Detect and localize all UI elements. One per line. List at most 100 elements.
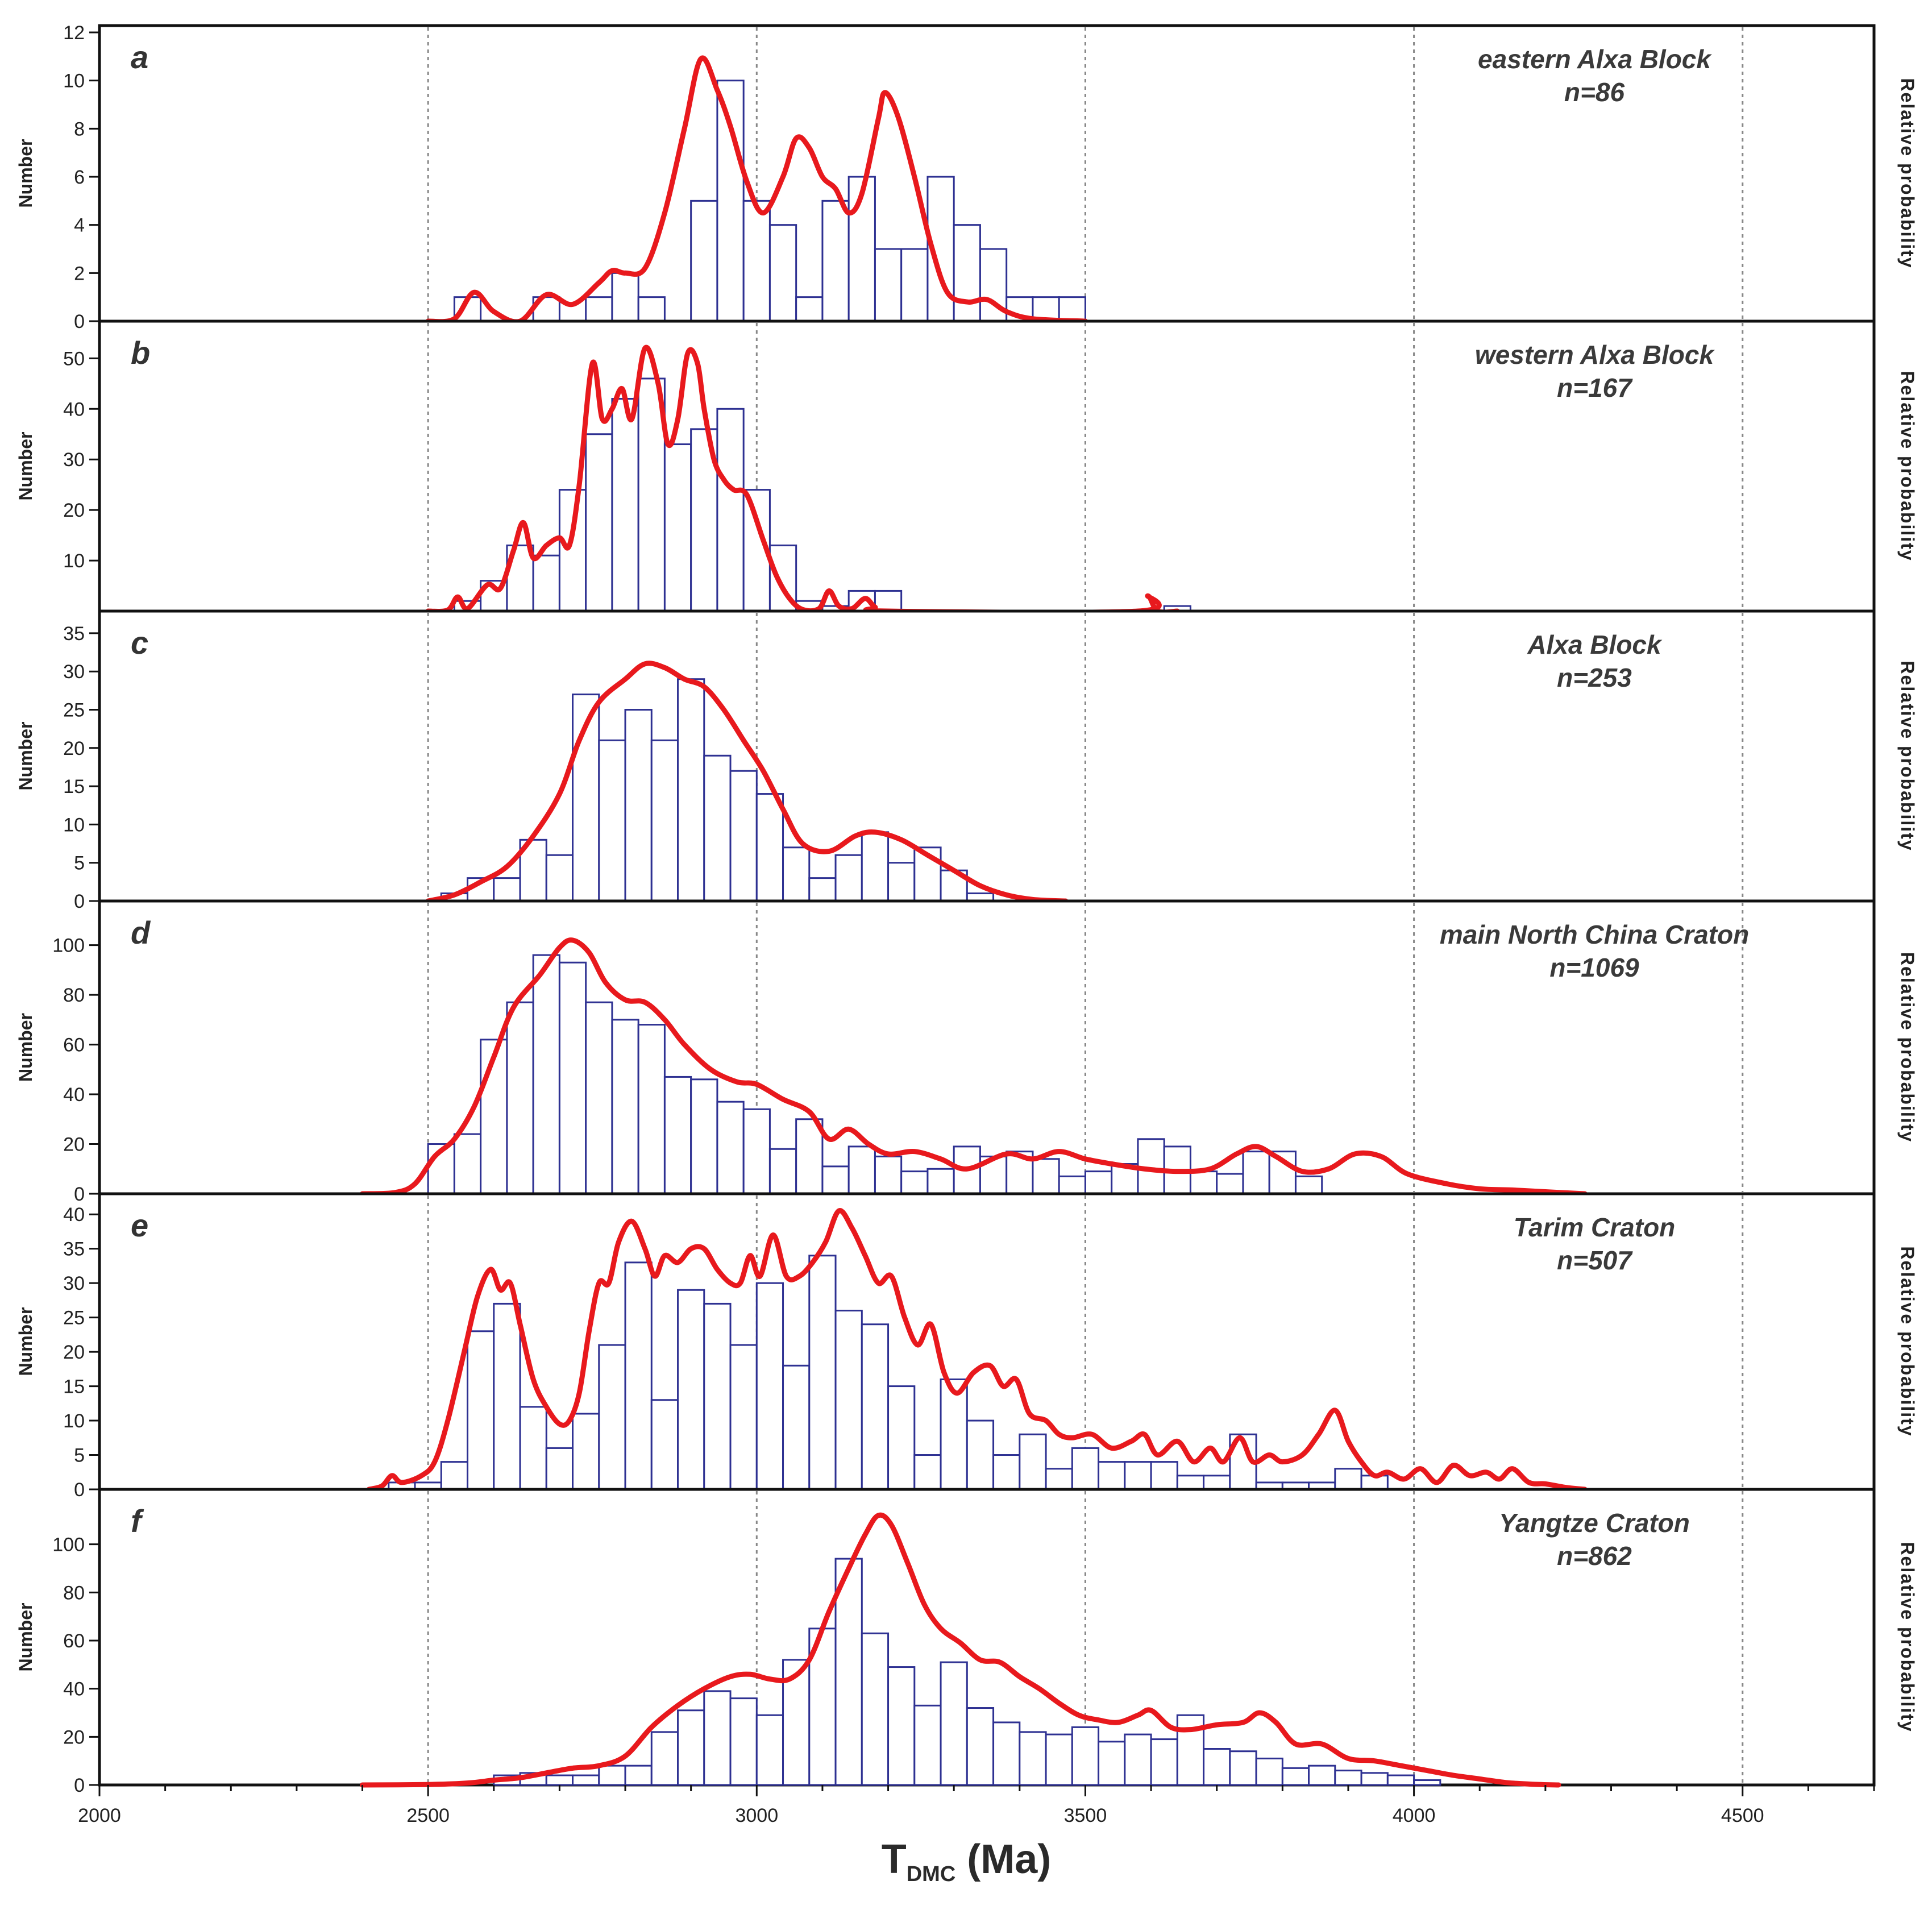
y-tick-label: 35	[63, 623, 85, 645]
histogram-bar	[598, 739, 626, 902]
y-tick-label: 100	[52, 935, 85, 957]
y-tick-label: 100	[52, 1534, 85, 1556]
histogram-bar	[729, 1697, 758, 1786]
histogram-bar	[768, 224, 797, 322]
histogram-bar	[966, 1419, 995, 1490]
panel-letter: c	[131, 625, 148, 661]
y-tick-label: 40	[63, 1084, 85, 1106]
histogram-bar	[637, 377, 666, 612]
y-tick-label: 10	[63, 70, 85, 92]
histogram-bar	[1176, 1475, 1205, 1490]
x-tick-label: 4500	[1721, 1805, 1764, 1826]
y-tick-label: 0	[74, 1184, 85, 1205]
panel-letter: d	[131, 915, 151, 950]
histogram-bar	[663, 443, 692, 612]
y-axis-label-right: Relative probability	[1897, 371, 1918, 561]
y-tick-label: 2	[74, 263, 85, 284]
histogram-bar	[637, 296, 666, 322]
panel-title: Alxa Block	[1527, 630, 1663, 659]
histogram-bar	[677, 1709, 705, 1786]
histogram-bar	[900, 248, 929, 322]
y-tick-label: 35	[63, 1239, 85, 1260]
y-tick-label: 10	[63, 814, 85, 836]
panel-sample-count: n=507	[1557, 1245, 1633, 1275]
y-tick-label: 20	[63, 1134, 85, 1156]
histogram-bar	[808, 877, 837, 902]
y-tick-label: 0	[74, 311, 85, 333]
histogram-bar	[953, 224, 981, 322]
panel-sample-count: n=1069	[1549, 953, 1639, 982]
histogram-bar	[611, 272, 639, 322]
histogram-bar	[453, 1133, 482, 1195]
y-axis-label: Number	[15, 1013, 36, 1082]
histogram-bar	[847, 1145, 876, 1195]
histogram-bar	[821, 1165, 850, 1195]
y-tick-label: 20	[63, 738, 85, 759]
histogram-bar	[650, 1731, 679, 1786]
y-tick-label: 4	[74, 215, 85, 236]
panel-letter: a	[131, 39, 148, 75]
probability-curve	[425, 344, 1180, 615]
histogram-bar	[703, 1302, 732, 1490]
histogram-bar	[992, 1454, 1021, 1490]
histogram-bar	[966, 1707, 995, 1786]
histogram-bar	[506, 1001, 534, 1195]
y-axis-label-right: Relative probability	[1897, 1542, 1918, 1732]
x-tick-label: 3500	[1064, 1805, 1107, 1826]
y-tick-label: 50	[63, 348, 85, 369]
histogram-bar	[624, 1764, 653, 1786]
histogram-bar	[572, 1774, 600, 1786]
histogram-bar	[1071, 1447, 1100, 1490]
histogram-bar	[677, 678, 705, 902]
histogram-bar	[1360, 1772, 1389, 1786]
histogram-bar	[1203, 1475, 1231, 1490]
histogram-bar	[703, 754, 732, 902]
y-axis-label: Number	[15, 722, 36, 791]
histogram-bar	[558, 961, 587, 1195]
histogram-bar	[874, 589, 903, 612]
histogram-bar	[861, 1323, 890, 1490]
histogram-bar	[755, 793, 784, 902]
y-tick-label: 25	[63, 700, 85, 721]
panel-d: 0 20 40 60 80 100 d main North China Craton n=10…	[15, 899, 1918, 1205]
histogram-bar	[1281, 1767, 1310, 1786]
y-tick-label: 10	[63, 550, 85, 572]
histogram-bar	[558, 489, 587, 612]
y-axis-label: Number	[15, 1603, 36, 1672]
x-axis-title: TDMC (Ma)	[882, 1837, 1052, 1886]
histogram-bar	[940, 1378, 968, 1490]
histogram-bar	[585, 296, 613, 322]
histogram-bar	[493, 877, 521, 902]
y-tick-label: 25	[63, 1307, 85, 1329]
histogram-bar	[1203, 1748, 1231, 1786]
panel-sample-count: n=862	[1557, 1541, 1632, 1571]
histogram-bar	[716, 80, 745, 322]
probability-curve	[366, 1208, 1588, 1492]
histogram-bar	[900, 1170, 929, 1195]
histogram-bar	[1058, 1175, 1086, 1195]
y-tick-label: 20	[63, 1342, 85, 1363]
histogram-bar	[598, 1764, 626, 1786]
histogram-bar	[992, 1721, 1021, 1786]
histogram-bar	[545, 854, 574, 902]
histogram-bar	[768, 1148, 797, 1195]
panel-sample-count: n=167	[1557, 373, 1633, 402]
histogram-bar	[690, 200, 718, 322]
histogram-bar	[624, 709, 653, 902]
histogram-bar	[1045, 1733, 1073, 1786]
histogram-bar	[742, 200, 771, 322]
y-tick-label: 15	[63, 776, 85, 798]
histogram-bar	[913, 1704, 942, 1786]
histogram-bar	[755, 1714, 784, 1786]
y-tick-label: 80	[63, 985, 85, 1006]
panel-title: main North China Craton	[1440, 920, 1749, 949]
y-tick-label: 30	[63, 1273, 85, 1294]
probability-curve	[360, 937, 1588, 1197]
y-tick-label: 5	[74, 853, 85, 874]
histogram-bar	[742, 1108, 771, 1195]
histogram-bar	[755, 1282, 784, 1490]
histogram-bar	[926, 1168, 955, 1195]
histogram-bar	[887, 1385, 916, 1490]
histogram-bar	[874, 1155, 903, 1195]
